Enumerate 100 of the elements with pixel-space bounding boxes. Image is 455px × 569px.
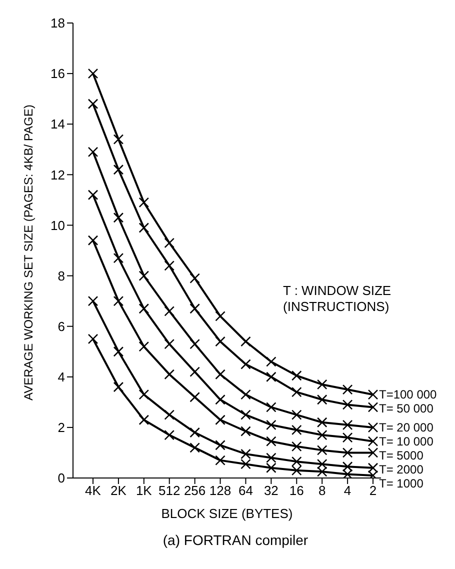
y-tick-label: 12 (50, 167, 65, 182)
point (113, 296, 124, 306)
point (113, 212, 124, 223)
point (266, 462, 276, 474)
point (240, 359, 251, 370)
legend-title: T : WINDOW SIZE (INSTRUCTIONS) (283, 283, 392, 315)
point (368, 436, 378, 446)
y-tick-label: 16 (50, 66, 65, 82)
x-tick-label: 64 (238, 483, 253, 498)
point (88, 146, 98, 158)
x-tick-label: 512 (158, 483, 180, 498)
point (138, 414, 150, 426)
x-tick-label: 128 (209, 483, 232, 498)
point (368, 448, 378, 458)
x-tick-label: 256 (184, 483, 206, 498)
point (368, 422, 378, 433)
point (342, 469, 353, 478)
y-tick-label: 10 (50, 218, 65, 233)
point (215, 336, 226, 347)
point (240, 389, 251, 400)
point (88, 190, 98, 200)
point (138, 303, 150, 314)
point (240, 458, 251, 470)
point (368, 470, 378, 478)
point (190, 392, 200, 402)
point (266, 356, 276, 367)
series-label: T= 2000 (379, 462, 424, 476)
point (240, 426, 251, 436)
point (88, 235, 98, 246)
y-tick-label: 14 (50, 116, 65, 132)
point (113, 164, 124, 175)
y-tick-label: 0 (58, 470, 65, 486)
point (291, 386, 302, 398)
series-label: T=100 000 (379, 388, 438, 402)
x-tick-label: 32 (264, 483, 278, 498)
point (215, 369, 226, 380)
point (342, 448, 353, 458)
x-tick-label: 16 (289, 483, 304, 498)
point (164, 338, 175, 350)
series-label: T= 20 000 (379, 420, 434, 434)
x-tick-label: 2 (369, 483, 377, 498)
point (138, 270, 150, 281)
point (88, 296, 98, 306)
point (266, 372, 276, 382)
point (342, 400, 353, 410)
y-tick-label: 2 (58, 420, 65, 436)
x-tick-label: 1K (136, 483, 152, 498)
y-tick-label: 8 (58, 268, 65, 284)
point (291, 424, 302, 436)
text: (a) FORTRAN compiler (162, 532, 310, 548)
point (190, 338, 200, 350)
point (316, 466, 328, 477)
point (266, 452, 276, 463)
point (113, 346, 124, 357)
x-tick-label: 2K (110, 483, 127, 498)
point (164, 306, 175, 316)
point (316, 417, 328, 428)
point (190, 303, 200, 314)
point (88, 334, 98, 344)
point (215, 414, 226, 426)
y-tick-label: 18 (50, 16, 65, 31)
point (138, 389, 150, 400)
point (316, 379, 328, 390)
point (342, 420, 353, 430)
point (164, 260, 175, 271)
point (113, 134, 124, 144)
point (215, 440, 226, 450)
series-label: T= 5000 (379, 448, 424, 462)
point (291, 410, 302, 420)
point (113, 252, 124, 264)
point (88, 98, 98, 110)
series-label: T= 1000 (379, 476, 424, 490)
point (368, 402, 378, 412)
point (316, 394, 328, 405)
point (190, 427, 200, 438)
point (240, 410, 251, 420)
y-tick-label: 4 (58, 370, 65, 385)
point (240, 448, 251, 460)
point (291, 370, 302, 381)
point (138, 341, 150, 352)
point (368, 389, 378, 400)
point (316, 430, 328, 440)
point (215, 394, 226, 405)
point (266, 420, 276, 430)
point (291, 465, 302, 476)
point (266, 436, 276, 446)
point (113, 382, 124, 392)
point (266, 402, 276, 412)
point (164, 369, 175, 380)
point (316, 458, 328, 470)
point (190, 273, 200, 284)
x-tick-label: 8 (318, 483, 326, 498)
point (164, 430, 175, 440)
point (138, 222, 150, 233)
point (342, 432, 353, 443)
point (164, 238, 175, 248)
point (215, 455, 226, 466)
point (316, 445, 328, 456)
x-tick-label: 4 (344, 483, 352, 498)
point (88, 68, 98, 79)
